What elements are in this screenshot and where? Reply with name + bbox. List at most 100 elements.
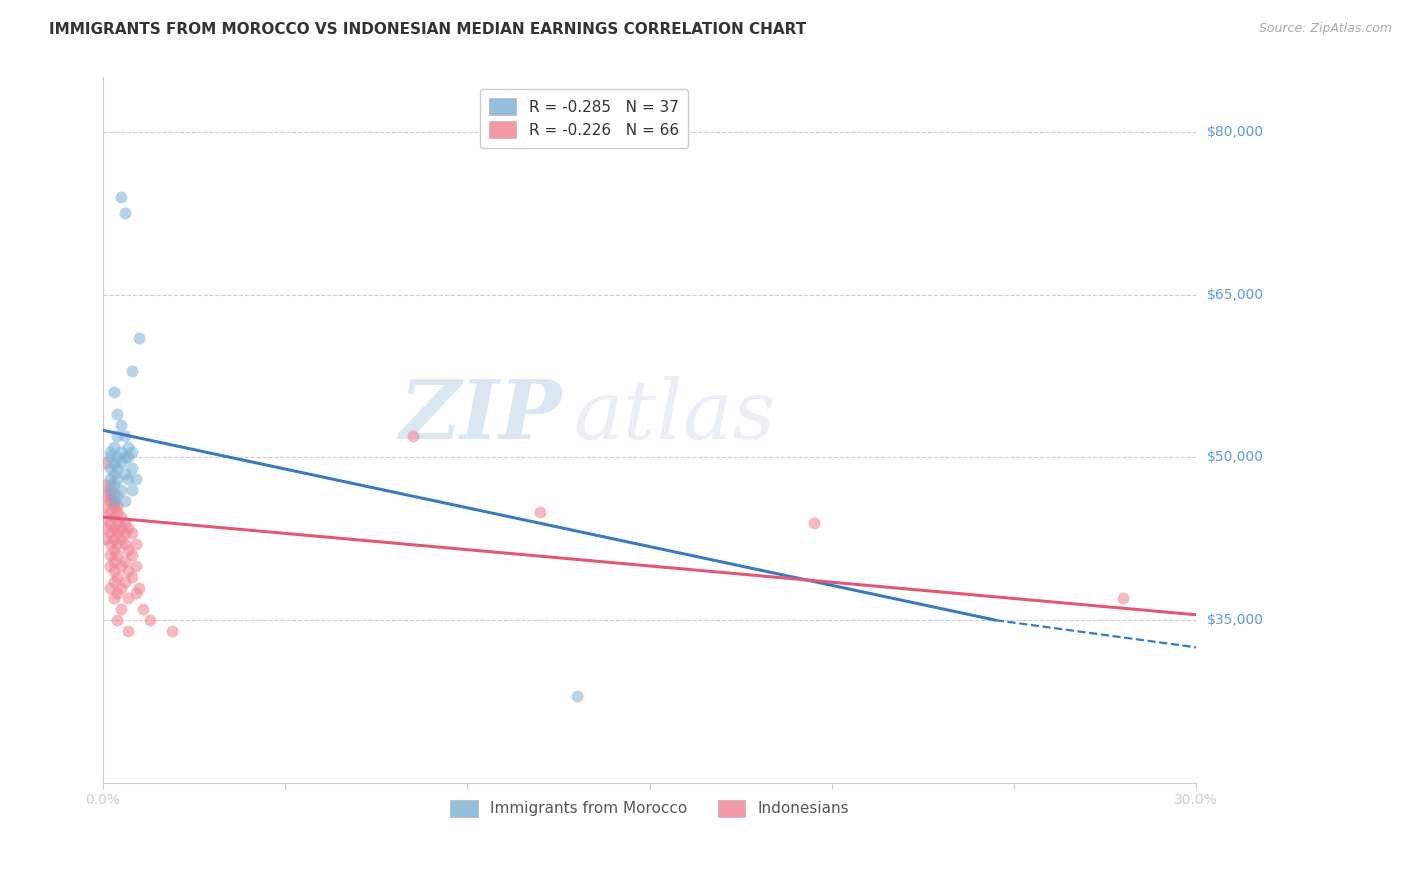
Point bbox=[105, 500, 128, 514]
Text: Source: ZipAtlas.com: Source: ZipAtlas.com bbox=[1258, 22, 1392, 36]
Point bbox=[98, 488, 121, 502]
Point bbox=[105, 516, 128, 530]
Point bbox=[160, 624, 183, 638]
Point bbox=[124, 537, 146, 551]
Point bbox=[114, 575, 136, 590]
Point bbox=[110, 510, 132, 524]
Point bbox=[105, 472, 128, 486]
Text: $65,000: $65,000 bbox=[1208, 287, 1264, 301]
Point bbox=[565, 689, 588, 703]
Point bbox=[121, 483, 143, 497]
Point bbox=[117, 521, 139, 535]
Point bbox=[103, 477, 125, 491]
Point bbox=[103, 467, 125, 481]
Point bbox=[121, 461, 143, 475]
Point bbox=[98, 537, 121, 551]
Point bbox=[103, 521, 125, 535]
Point bbox=[96, 510, 118, 524]
Point bbox=[98, 493, 121, 508]
Point bbox=[103, 565, 125, 579]
Point bbox=[105, 461, 128, 475]
Point bbox=[124, 558, 146, 573]
Point bbox=[121, 548, 143, 562]
Point bbox=[105, 548, 128, 562]
Point bbox=[96, 488, 118, 502]
Point bbox=[105, 488, 128, 502]
Point bbox=[98, 483, 121, 497]
Point bbox=[98, 505, 121, 519]
Point bbox=[105, 586, 128, 600]
Point bbox=[98, 477, 121, 491]
Point bbox=[117, 440, 139, 454]
Point bbox=[103, 493, 125, 508]
Point bbox=[103, 500, 125, 514]
Point bbox=[114, 467, 136, 481]
Point bbox=[103, 553, 125, 567]
Point bbox=[98, 516, 121, 530]
Point bbox=[98, 548, 121, 562]
Point bbox=[103, 510, 125, 524]
Point bbox=[121, 363, 143, 377]
Point bbox=[98, 526, 121, 541]
Point bbox=[114, 553, 136, 567]
Text: $35,000: $35,000 bbox=[1208, 613, 1264, 627]
Legend: Immigrants from Morocco, Indonesians: Immigrants from Morocco, Indonesians bbox=[443, 792, 856, 825]
Point bbox=[105, 407, 128, 421]
Point bbox=[114, 450, 136, 465]
Text: $50,000: $50,000 bbox=[1208, 450, 1264, 465]
Point bbox=[103, 488, 125, 502]
Point bbox=[114, 206, 136, 220]
Point bbox=[96, 521, 118, 535]
Point bbox=[105, 526, 128, 541]
Point bbox=[114, 428, 136, 442]
Point bbox=[103, 456, 125, 470]
Text: atlas: atlas bbox=[574, 376, 775, 456]
Point bbox=[121, 526, 143, 541]
Point bbox=[96, 500, 118, 514]
Text: IMMIGRANTS FROM MOROCCO VS INDONESIAN MEDIAN EARNINGS CORRELATION CHART: IMMIGRANTS FROM MOROCCO VS INDONESIAN ME… bbox=[49, 22, 807, 37]
Point bbox=[128, 581, 150, 595]
Point bbox=[401, 428, 423, 442]
Point bbox=[98, 461, 121, 475]
Point bbox=[110, 558, 132, 573]
Point bbox=[114, 526, 136, 541]
Point bbox=[103, 542, 125, 557]
Point bbox=[1112, 591, 1135, 606]
Point bbox=[96, 456, 118, 470]
Point bbox=[103, 532, 125, 546]
Point bbox=[110, 417, 132, 432]
Point bbox=[110, 521, 132, 535]
Point bbox=[105, 450, 128, 465]
Point bbox=[110, 456, 132, 470]
Point bbox=[110, 581, 132, 595]
Point bbox=[98, 472, 121, 486]
Point bbox=[114, 537, 136, 551]
Point bbox=[139, 613, 162, 627]
Point bbox=[117, 472, 139, 486]
Point bbox=[121, 570, 143, 584]
Point bbox=[110, 602, 132, 616]
Point bbox=[103, 493, 125, 508]
Point bbox=[96, 477, 118, 491]
Text: ZIP: ZIP bbox=[399, 376, 562, 456]
Point bbox=[110, 532, 132, 546]
Point bbox=[103, 591, 125, 606]
Point bbox=[98, 450, 121, 465]
Point bbox=[132, 602, 155, 616]
Point bbox=[110, 190, 132, 204]
Point bbox=[105, 613, 128, 627]
Point bbox=[103, 575, 125, 590]
Point bbox=[98, 581, 121, 595]
Point bbox=[105, 537, 128, 551]
Point bbox=[105, 428, 128, 442]
Point bbox=[105, 570, 128, 584]
Point bbox=[803, 516, 825, 530]
Point bbox=[98, 558, 121, 573]
Text: $80,000: $80,000 bbox=[1208, 125, 1264, 139]
Point bbox=[110, 483, 132, 497]
Point bbox=[117, 591, 139, 606]
Point bbox=[117, 542, 139, 557]
Point bbox=[105, 505, 128, 519]
Point bbox=[529, 505, 551, 519]
Point bbox=[121, 445, 143, 459]
